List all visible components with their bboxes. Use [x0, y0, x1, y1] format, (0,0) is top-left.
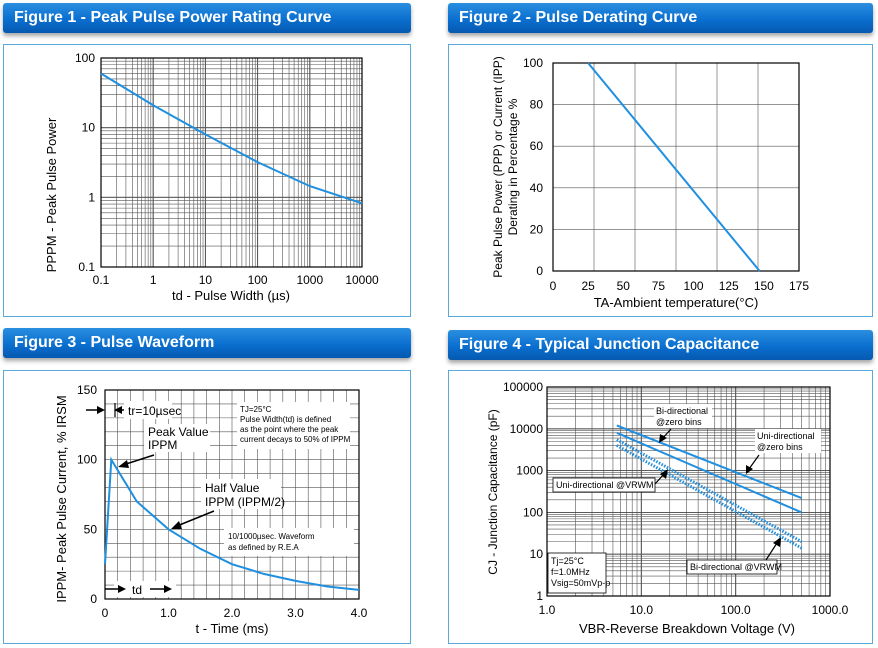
y-tick-label: 100	[75, 51, 95, 65]
x-tick-label: 125	[719, 279, 739, 293]
figure3-peak-label-2: IPPM	[148, 438, 177, 452]
y-tick-label: 50	[84, 522, 98, 536]
figure3-half-label-2: IPPM (IPPM/2)	[205, 495, 285, 509]
y-tick-label: 40	[530, 181, 544, 195]
figure3-chart: 0 1.0 2.0 3.0 4.0 0 50 100 150 TJ=25°C Pulse Wid…	[54, 383, 368, 636]
x-tick-label: 175	[789, 279, 809, 293]
x-tick-label: 50	[617, 279, 631, 293]
figure2-panel: 0 25 50 75 100 125 150 175 0 20 40 60 80 100 Peak Pul…	[448, 44, 873, 317]
x-tick-label: 150	[754, 279, 774, 293]
figure1-chart: 0.1 1 10 100 1000 10000 0.1 1 10 100 PPPM - Peak …	[44, 51, 379, 303]
figure4-label-bi-zero-2: @zero bins	[656, 417, 702, 427]
x-tick-label: 1000.0	[812, 603, 849, 617]
figure3-note-4: current decays to 50% of IPPM	[240, 435, 351, 444]
figure3-panel: 0 1.0 2.0 3.0 4.0 0 50 100 150 TJ=25°C Pulse Wid…	[3, 370, 411, 644]
figure4-cond-1: Tj=25°C	[551, 556, 584, 566]
x-tick-label: 100.0	[721, 603, 751, 617]
x-tick-label: 4.0	[351, 606, 368, 620]
figure4-cond-3: Vsig=50mVp-p	[551, 578, 610, 588]
figure3-xlabel: t - Time (ms)	[196, 621, 269, 636]
figure4-label-bi-v: Bi-directional @VRWM	[690, 562, 782, 572]
figure2-ylabel-line2: Derating in Percentage %	[506, 98, 520, 235]
figure2-header: Figure 2 - Pulse Derating Curve	[448, 3, 873, 33]
figure3-half-label-1: Half Value	[205, 481, 260, 495]
figure2-xlabel: TA-Ambient temperature(°C)	[594, 295, 759, 310]
figure4-xlabel: VBR-Reverse Breakdown Voltage (V)	[579, 621, 795, 636]
y-tick-label: 10000	[510, 422, 544, 436]
figure3-note-2: Pulse Width(td) is defined	[240, 415, 331, 424]
figure4-series-line-1	[616, 431, 802, 514]
x-tick-label: 100	[248, 273, 268, 287]
y-tick-label: 80	[530, 98, 544, 112]
figure4-chart: 1.0 10.0 100.0 1000.0110100100010000100000 …	[486, 380, 849, 636]
x-tick-label: 100	[684, 279, 704, 293]
figure1-ylabel: PPPM - Peak Pulse Power	[44, 117, 59, 272]
figure3-note-3: as the point where the peak	[240, 425, 339, 434]
figure3-header: Figure 3 - Pulse Waveform	[3, 328, 411, 358]
figure4-series-line-0	[616, 424, 802, 500]
x-tick-label: 1.0	[160, 606, 177, 620]
figure3-wave-1: 10/1000µsec. Waveform	[228, 532, 315, 541]
figure3-peak-label-1: Peak Value	[148, 425, 209, 439]
x-tick-label: 1000	[296, 273, 323, 287]
figure2-chart: 0 25 50 75 100 125 150 175 0 20 40 60 80 100 Peak Pul…	[491, 56, 809, 310]
figure3-wave-2: as defined by R.E.A	[228, 543, 299, 552]
figure1-panel: 0.1 1 10 100 1000 10000 0.1 1 10 100 PPPM - Peak …	[3, 44, 411, 317]
figure4-series-line-2	[616, 438, 803, 543]
figure4-series-line-3	[616, 444, 803, 550]
y-tick-label: 100	[77, 453, 97, 467]
y-tick-label: 10	[82, 121, 96, 135]
y-tick-label: 0	[536, 264, 543, 278]
y-tick-label: 1	[88, 190, 95, 204]
x-tick-label: 0.1	[93, 273, 110, 287]
x-tick-label: 25	[581, 279, 595, 293]
x-tick-label: 3.0	[287, 606, 304, 620]
x-tick-label: 1	[150, 273, 157, 287]
y-tick-label: 0.1	[78, 260, 95, 274]
figure3-note-1: TJ=25°C	[240, 405, 272, 414]
x-tick-label: 10.0	[630, 603, 654, 617]
figure4-label-uni-zero-2: @zero bins	[757, 442, 803, 452]
figure4-label-uni-v: Uni-directional @VRWM	[556, 480, 654, 490]
x-tick-label: 10000	[345, 273, 379, 287]
y-tick-label: 60	[530, 139, 544, 153]
y-tick-label: 1	[536, 589, 543, 603]
y-tick-label: 10	[530, 547, 544, 561]
figure1-series-line	[100, 72, 363, 205]
figure2-series-line	[587, 62, 761, 272]
figure1-xlabel: td - Pulse Width (µs)	[172, 288, 290, 303]
y-tick-label: 100	[523, 56, 543, 70]
y-tick-label: 20	[530, 222, 544, 236]
y-tick-label: 100	[523, 505, 543, 519]
figure4-header: Figure 4 - Typical Junction Capacitance	[448, 330, 873, 360]
x-tick-label: 0	[550, 279, 557, 293]
figure3-td-label: td	[132, 583, 142, 597]
y-tick-label: 150	[77, 383, 97, 397]
figure4-panel: 1.0 10.0 100.0 1000.0 1 10 100 1000 10000 100000 …	[448, 370, 873, 644]
x-tick-label: 1.0	[539, 603, 556, 617]
figure4-cond-2: f=1.0MHz	[551, 567, 590, 577]
y-tick-label: 1000	[516, 464, 543, 478]
x-tick-label: 75	[652, 279, 666, 293]
x-tick-label: 10	[199, 273, 213, 287]
y-tick-label: 100000	[503, 380, 543, 394]
y-tick-label: 0	[90, 592, 97, 606]
figure3-series-line	[104, 456, 360, 591]
x-tick-label: 0	[102, 606, 109, 620]
figure2-ylabel-line1: Peak Pulse Power (PPP) or Current (IPP)	[491, 56, 505, 277]
figure3-tr-label: tr=10µsec	[128, 404, 181, 418]
figure3-ylabel: IPPM- Peak Pulse Current, % IRSM	[54, 395, 69, 602]
figure1-header: Figure 1 - Peak Pulse Power Rating Curve	[3, 3, 411, 33]
figure4-label-uni-zero-1: Uni-directional	[757, 431, 815, 441]
figure4-label-bi-zero-1: Bi-directional	[656, 406, 708, 416]
x-tick-label: 2.0	[224, 606, 241, 620]
figure4-ylabel: CJ - Junction Capacitance (pF)	[486, 409, 500, 574]
